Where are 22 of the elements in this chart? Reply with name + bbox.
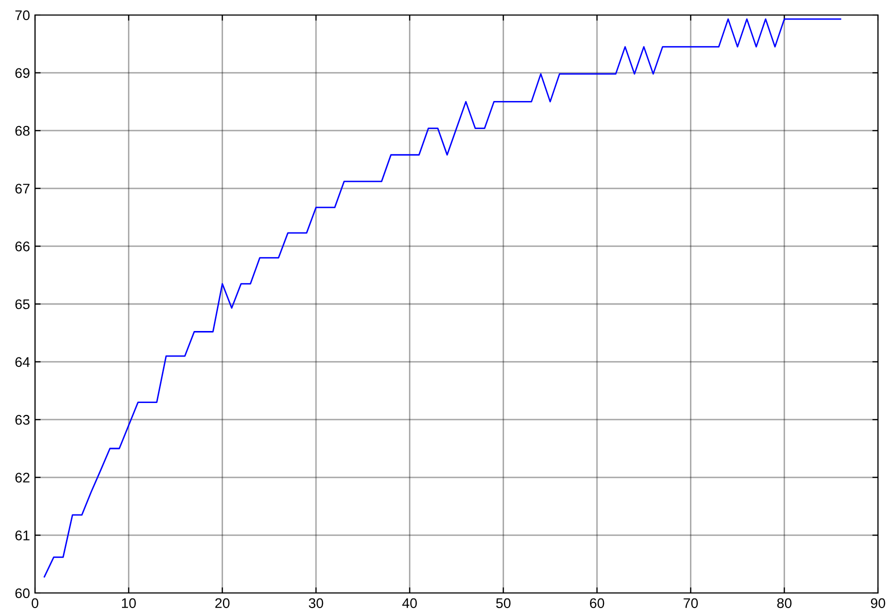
y-tick-label: 61 xyxy=(15,530,30,540)
y-tick-label: 69 xyxy=(15,68,30,78)
y-tick-label: 68 xyxy=(15,126,30,136)
x-tick-label: 60 xyxy=(590,598,604,608)
x-tick-label: 40 xyxy=(402,598,417,608)
y-tick-label: 63 xyxy=(15,414,30,425)
x-tick-label: 50 xyxy=(496,598,511,608)
y-tick-label: 70 xyxy=(15,10,30,20)
y-tick-label: 62 xyxy=(15,472,30,483)
y-tick-label: 60 xyxy=(15,588,30,598)
x-tick-label: 90 xyxy=(870,598,886,608)
line-series xyxy=(44,18,842,578)
y-tick-label: 67 xyxy=(15,184,30,194)
x-tick-label: 20 xyxy=(215,598,230,608)
y-tick-label: 65 xyxy=(15,299,30,310)
x-tick-label: 30 xyxy=(308,598,324,608)
x-tick-label: 80 xyxy=(777,598,792,608)
x-tick-label: 70 xyxy=(684,598,698,608)
x-tick-label: 0 xyxy=(32,598,38,608)
y-tick-label: 64 xyxy=(15,357,30,367)
x-tick-label: 10 xyxy=(122,598,136,608)
y-tick-label: 66 xyxy=(15,242,30,252)
